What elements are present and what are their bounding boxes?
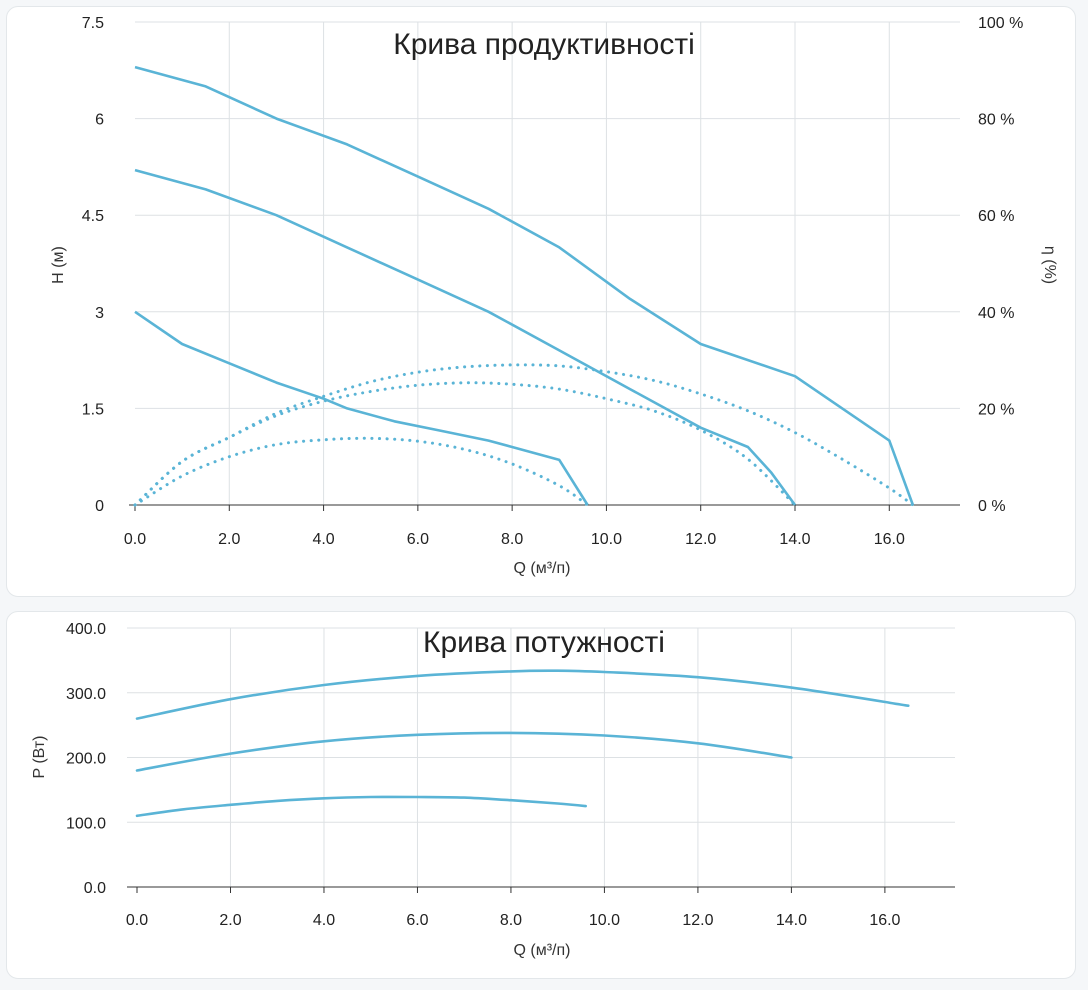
x-axis-label: Q (м³/п) [514,942,571,959]
power-curve-1 [135,795,587,818]
x-tick-label: 2.0 [218,531,240,548]
y-tick-label: 7.5 [82,15,104,32]
x-tick-label: 2.0 [219,912,241,929]
x-tick-label: 8.0 [500,912,522,929]
x-tick-label: 16.0 [869,912,900,929]
efficiency-curve-1 [133,436,590,507]
y-tick-label: 6 [95,112,104,129]
x-tick-label: 6.0 [406,912,428,929]
power-curve-3 [135,669,910,720]
x-tick-label: 4.0 [313,912,335,929]
y-tick-label: 0.0 [84,880,106,897]
x-tick-label: 10.0 [591,531,622,548]
y-tick-label: 200.0 [66,751,106,768]
y-tick-label: 1.5 [82,401,104,418]
y2-tick-label: 60 % [978,208,1014,225]
y-tick-label: 100.0 [66,815,106,832]
y2-axis-label: η (%) [1041,246,1058,284]
y-tick-label: 400.0 [66,621,106,638]
y2-tick-label: 0 % [978,498,1006,515]
efficiency-curve-2 [133,381,797,507]
chart-title: Крива продуктивності [393,28,695,61]
y-axis-label: H (м) [50,246,67,284]
y-tick-label: 0 [95,498,104,515]
x-tick-label: 0.0 [124,531,146,548]
power-curve-2 [135,731,793,772]
y2-tick-label: 20 % [978,401,1014,418]
x-tick-label: 6.0 [407,531,429,548]
efficiency-curve-3 [133,363,915,507]
performance-chart: 0.0 2.0 4.0 6.0 8.0 10.0 12.0 14.0 16.0 0 1.5 3 4.5 6… [50,15,1058,577]
x-tick-label: 12.0 [682,912,713,929]
x-tick-label: 8.0 [501,531,523,548]
x-tick-label: 16.0 [874,531,905,548]
head-curve-2 [134,168,797,506]
y2-tick-label: 40 % [978,305,1014,322]
performance-chart-panel [6,6,1076,597]
x-tick-label: 0.0 [126,912,148,929]
x-tick-label: 14.0 [779,531,810,548]
y-tick-label: 4.5 [82,208,104,225]
head-curve-3 [134,65,915,506]
head-curve-1 [134,310,589,506]
y2-tick-label: 100 % [978,15,1023,32]
power-chart: 0.0 2.0 4.0 6.0 8.0 10.0 12.0 14.0 16.0 0.0 100.0 2… [31,621,955,959]
y-tick-label: 3 [95,305,104,322]
y2-tick-label: 80 % [978,112,1014,129]
y-tick-label: 300.0 [66,686,106,703]
power-chart-panel [6,611,1076,979]
y-axis-label: P (Вт) [31,736,48,779]
chart-title: Крива потужності [423,626,665,659]
x-tick-label: 14.0 [776,912,807,929]
x-tick-label: 10.0 [589,912,620,929]
x-tick-label: 4.0 [312,531,334,548]
x-axis-label: Q (м³/п) [514,560,571,577]
x-tick-label: 12.0 [685,531,716,548]
